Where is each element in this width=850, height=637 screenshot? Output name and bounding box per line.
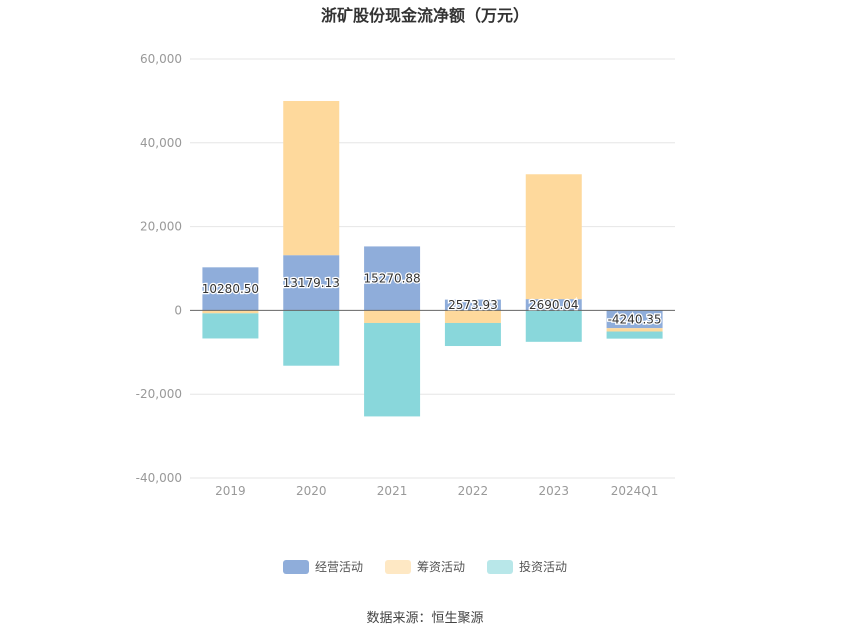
data-label-operating: 2690.04: [529, 298, 579, 312]
bar-operating-2022: [444, 299, 501, 311]
data-label-operating: 13179.13: [283, 276, 340, 290]
data-label-operating: 15270.88: [363, 271, 420, 285]
bar-operating-2024Q1: [606, 310, 663, 329]
y-tick-label: 60,000: [140, 52, 182, 66]
x-tick-label: 2019: [215, 484, 246, 498]
bar-financing-2024Q1: [606, 328, 663, 332]
chart-title: 浙矿股份现金流净额（万元）: [320, 6, 529, 25]
bar-operating-2021: [364, 246, 421, 311]
bar-operating-2019: [202, 267, 259, 311]
y-tick-label: 40,000: [140, 136, 182, 150]
bar-financing-2020: [283, 100, 340, 256]
x-tick-label: 2021: [377, 484, 408, 498]
y-tick-label: 0: [174, 303, 182, 317]
bar-operating-2023: [525, 299, 582, 311]
x-tick-label: 2023: [538, 484, 569, 498]
legend-label-financing: 筹资活动: [416, 560, 465, 574]
legend-label-investing: 投资活动: [519, 560, 568, 574]
bar-investing-2020: [283, 310, 340, 366]
legend-swatch-operating: [282, 559, 309, 574]
bar-investing-2023: [525, 310, 582, 342]
bar-investing-2019: [202, 313, 259, 339]
data-label-operating: 10280.50: [202, 282, 259, 296]
y-tick-label: -20,000: [136, 387, 182, 401]
bar-investing-2021: [364, 322, 421, 417]
bar-operating-2020: [283, 255, 340, 311]
legend-swatch-financing: [384, 559, 411, 574]
legend-item-financing[interactable]: 筹资活动: [384, 558, 465, 575]
legend: 经营活动 筹资活动 投资活动: [0, 558, 850, 575]
x-tick-label: 2020: [296, 484, 327, 498]
legend-swatch-investing: [487, 559, 513, 574]
bar-investing-2022: [444, 322, 501, 347]
chart-plot: 60,000 40,000 20,000 0 -20,000 -40,000 2019 202…: [136, 52, 675, 498]
y-tick-label: -40,000: [136, 471, 182, 485]
data-label-operating: -4240.35: [608, 312, 662, 326]
source-note: 数据来源：恒生聚源: [366, 611, 484, 626]
legend-item-investing[interactable]: 投资活动: [487, 558, 567, 575]
x-tick-label: 2022: [458, 484, 489, 498]
data-label-operating: 2573.93: [448, 298, 498, 312]
x-tick-label: 2024Q1: [611, 484, 659, 498]
bar-financing-2021: [364, 310, 421, 323]
bar-financing-2023: [525, 174, 582, 300]
bar-financing-2022: [444, 310, 501, 323]
y-tick-label: 20,000: [140, 220, 182, 234]
legend-label-operating: 经营活动: [314, 560, 363, 574]
bar-financing-2019: [202, 310, 259, 314]
legend-item-operating[interactable]: 经营活动: [282, 558, 363, 575]
bar-investing-2024Q1: [606, 331, 663, 339]
